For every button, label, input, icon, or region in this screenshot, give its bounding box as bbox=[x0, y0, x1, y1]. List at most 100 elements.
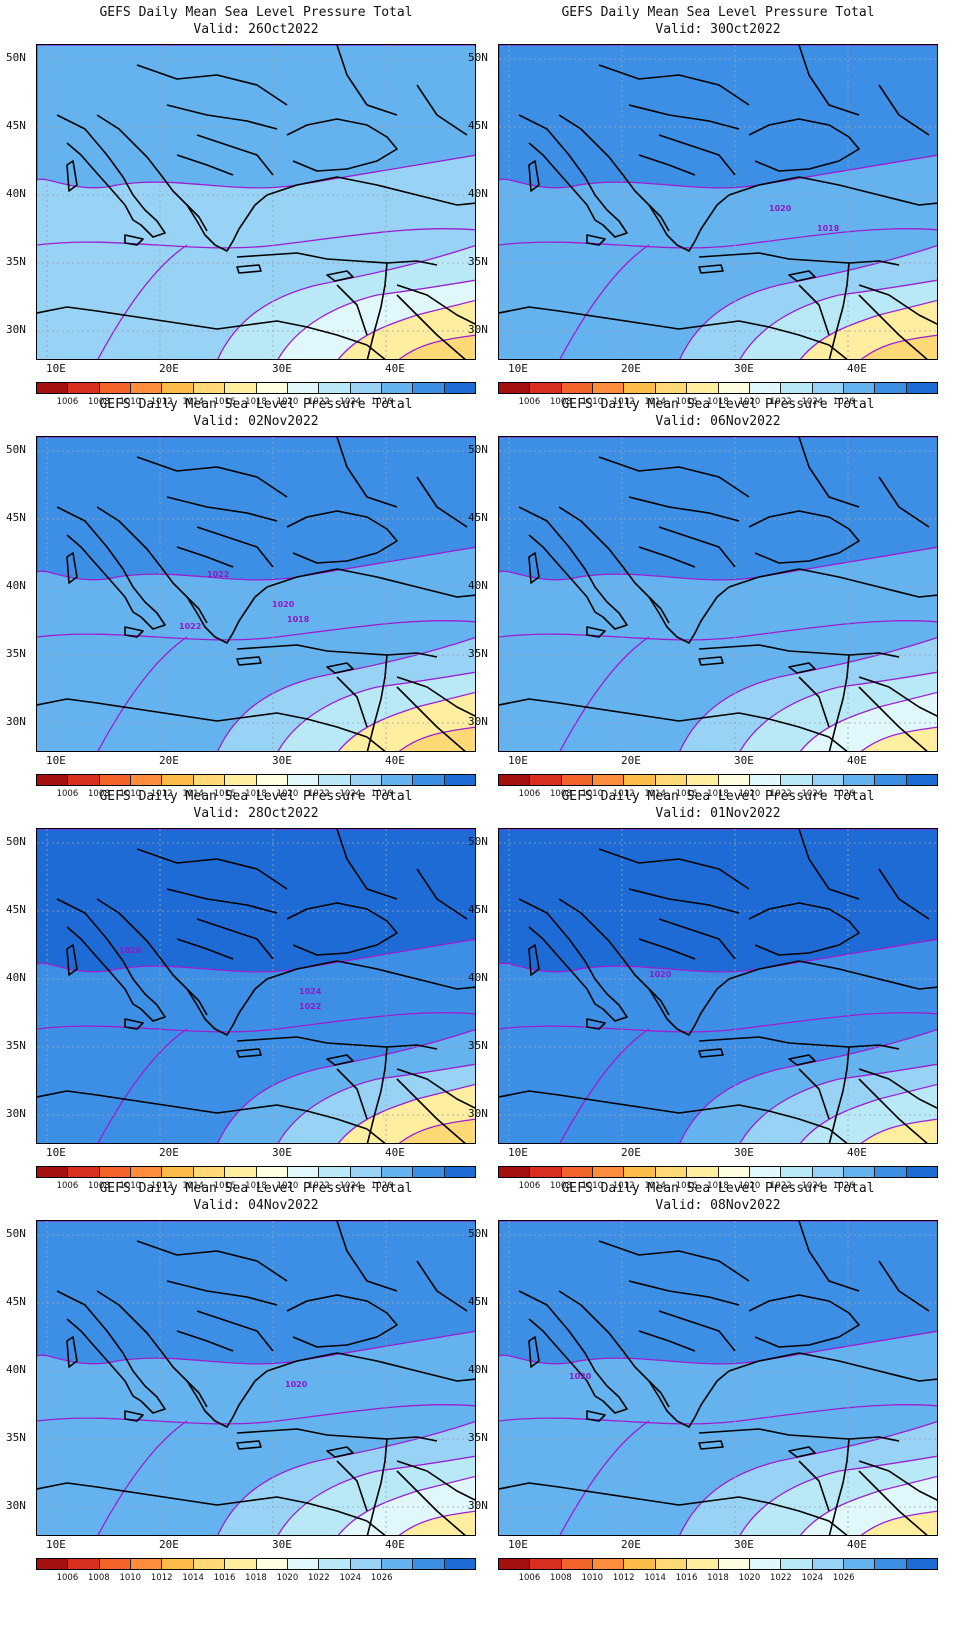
colorbar-label: 1020 bbox=[738, 397, 761, 407]
colorbar-swatch bbox=[162, 775, 194, 785]
latitude-label: 30N bbox=[6, 715, 26, 728]
colorbar-swatch bbox=[193, 1559, 226, 1569]
isobar-line bbox=[499, 620, 937, 641]
coastline bbox=[586, 1018, 606, 1030]
pressure-map bbox=[37, 45, 475, 359]
coastline bbox=[326, 270, 354, 282]
coastline bbox=[396, 676, 475, 717]
colorbar-swatch bbox=[781, 383, 813, 393]
colorbar-label: 1010 bbox=[119, 1573, 142, 1583]
colorbar-swatch bbox=[193, 1167, 226, 1177]
colorbar bbox=[36, 1166, 476, 1178]
coastline bbox=[858, 1460, 937, 1501]
colorbar-label: 1024 bbox=[339, 789, 362, 799]
colorbar-label: 1022 bbox=[770, 1181, 792, 1191]
colorbar-label: 1020 bbox=[738, 789, 761, 799]
colorbar-label: 1016 bbox=[675, 1181, 698, 1191]
colorbar-swatch bbox=[624, 1167, 656, 1177]
map-panel: GEFS Daily Mean Sea Level Pressure Total… bbox=[0, 784, 482, 1194]
colorbar-label: 1014 bbox=[644, 397, 666, 407]
coastline bbox=[416, 476, 468, 528]
coastline bbox=[586, 234, 606, 246]
isobar-line bbox=[499, 228, 937, 249]
colorbar bbox=[36, 382, 476, 394]
coastline bbox=[336, 45, 398, 116]
colorbar-label: 1026 bbox=[370, 397, 393, 407]
coastline bbox=[196, 918, 274, 960]
colorbar-label: 1018 bbox=[707, 1181, 729, 1191]
coastline bbox=[366, 262, 388, 359]
colorbar-label: 1026 bbox=[370, 789, 393, 799]
colorbar-label: 1024 bbox=[339, 397, 362, 407]
coastline bbox=[66, 552, 78, 584]
isobar-line bbox=[97, 1420, 188, 1535]
isobar-line bbox=[37, 1012, 475, 1033]
coastline bbox=[628, 1280, 740, 1306]
colorbar-label: 1010 bbox=[119, 1181, 142, 1191]
panel-title-line1: GEFS Daily Mean Sea Level Pressure Total bbox=[561, 1181, 875, 1196]
coastline bbox=[858, 676, 937, 717]
colorbar-swatch bbox=[687, 1167, 719, 1177]
colorbar-swatch bbox=[131, 1167, 163, 1177]
colorbar-swatch bbox=[749, 1167, 782, 1177]
coastline bbox=[658, 134, 736, 176]
coastline bbox=[728, 960, 937, 990]
coastline bbox=[748, 1294, 860, 1348]
colorbar-label: 1020 bbox=[276, 789, 299, 799]
coastline bbox=[698, 1036, 900, 1050]
panel-title-line1: GEFS Daily Mean Sea Level Pressure Total bbox=[99, 789, 413, 804]
colorbar-label: 1024 bbox=[801, 1181, 824, 1191]
coastline bbox=[266, 1352, 475, 1382]
coastline bbox=[658, 526, 736, 568]
latitude-label: 50N bbox=[6, 835, 26, 848]
colorbar-label: 1026 bbox=[832, 789, 855, 799]
panel-title-line1: GEFS Daily Mean Sea Level Pressure Total bbox=[99, 1181, 413, 1196]
latitude-label: 50N bbox=[6, 1227, 26, 1240]
longitude-label: 30E bbox=[734, 754, 754, 767]
colorbar-swatch bbox=[256, 1559, 288, 1569]
colorbar-swatch bbox=[749, 383, 782, 393]
contour-label: 1020 bbox=[569, 1372, 592, 1381]
coastline bbox=[828, 1520, 848, 1535]
coastline bbox=[236, 1048, 262, 1058]
colorbar-swatch bbox=[225, 1559, 257, 1569]
pressure-band bbox=[499, 437, 937, 581]
coastline bbox=[658, 918, 736, 960]
colorbar-label: 1006 bbox=[56, 397, 79, 407]
colorbar-swatch bbox=[193, 383, 226, 393]
latitude-label: 35N bbox=[6, 1039, 26, 1052]
contour-label: 1020 bbox=[649, 970, 672, 979]
panel-valid-date: Valid: 01Nov2022 bbox=[655, 806, 781, 821]
colorbar-swatch bbox=[718, 383, 750, 393]
colorbar-swatch bbox=[413, 383, 445, 393]
panel-valid-date: Valid: 02Nov2022 bbox=[193, 414, 319, 429]
colorbar-label: 1006 bbox=[56, 1573, 79, 1583]
coastline bbox=[598, 848, 750, 890]
colorbar-label: 1026 bbox=[370, 1181, 393, 1191]
colorbar-label: 1012 bbox=[612, 1573, 635, 1583]
colorbar-label: 1014 bbox=[182, 1181, 204, 1191]
latitude-label: 45N bbox=[6, 119, 26, 132]
coastline bbox=[236, 1036, 438, 1050]
map-area bbox=[498, 436, 938, 752]
colorbar-swatch bbox=[131, 383, 163, 393]
coastline bbox=[499, 306, 830, 346]
coastline bbox=[416, 84, 468, 136]
coastline bbox=[798, 829, 860, 900]
pressure-band bbox=[860, 726, 937, 751]
pressure-band bbox=[37, 1221, 475, 1365]
coastline bbox=[96, 506, 208, 624]
coastline bbox=[366, 1520, 386, 1535]
longitude-label: 40E bbox=[847, 1538, 867, 1551]
colorbar-label: 1022 bbox=[308, 789, 330, 799]
colorbar-swatch bbox=[593, 1559, 625, 1569]
coastline bbox=[698, 1048, 724, 1058]
isobar-line bbox=[559, 1420, 650, 1535]
colorbar-swatch bbox=[906, 383, 938, 393]
coastline bbox=[336, 1068, 368, 1120]
coastline bbox=[698, 1428, 900, 1442]
coastline bbox=[186, 194, 268, 252]
colorbar-swatch bbox=[718, 775, 750, 785]
coastline bbox=[728, 568, 937, 598]
panel-title: GEFS Daily Mean Sea Level Pressure Total… bbox=[36, 4, 476, 38]
